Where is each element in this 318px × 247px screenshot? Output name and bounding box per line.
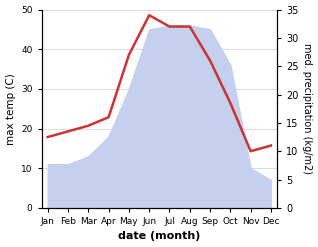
X-axis label: date (month): date (month) xyxy=(118,231,201,242)
Y-axis label: max temp (C): max temp (C) xyxy=(5,73,16,144)
Y-axis label: med. precipitation (kg/m2): med. precipitation (kg/m2) xyxy=(302,43,313,174)
